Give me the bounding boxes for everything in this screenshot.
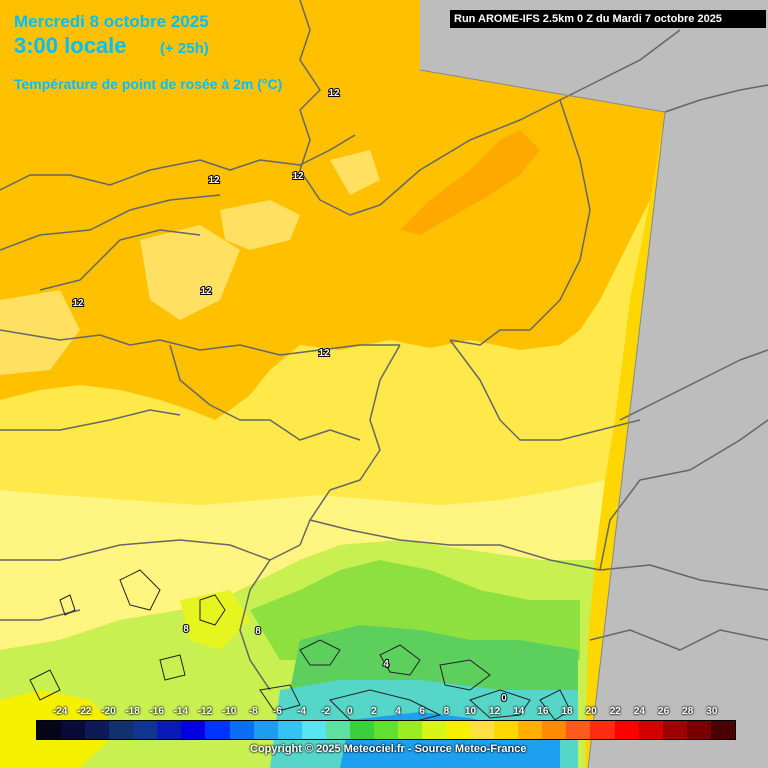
legend-swatch bbox=[253, 721, 278, 739]
legend-tick-label: 2 bbox=[371, 706, 377, 717]
legend-swatch bbox=[181, 721, 206, 739]
contour-label: 12 bbox=[328, 88, 340, 99]
legend-tick-label: -24 bbox=[52, 706, 68, 717]
legend-swatch bbox=[133, 721, 158, 739]
contour-label: 8 bbox=[255, 626, 261, 637]
legend-swatch bbox=[422, 721, 447, 739]
zone-dewpoint-10-12 bbox=[0, 200, 650, 505]
legend-swatch bbox=[614, 721, 639, 739]
legend-tick-label: 0 bbox=[347, 706, 353, 717]
legend-tick-label: 4 bbox=[395, 706, 401, 717]
parameter-title: Température de point de rosée à 2m (°C) bbox=[14, 76, 283, 92]
legend-swatch bbox=[470, 721, 495, 739]
legend-tick-label: 18 bbox=[561, 706, 573, 717]
legend-tick-label: -16 bbox=[149, 706, 164, 717]
legend-tick-label: 22 bbox=[609, 706, 621, 717]
copyright-text: Copyright © 2025 Meteociel.fr - Source M… bbox=[250, 743, 527, 755]
legend-swatch bbox=[301, 721, 326, 739]
legend-tick-label: -4 bbox=[297, 706, 306, 717]
legend-tick-label: -18 bbox=[125, 706, 140, 717]
legend-tick-label: -12 bbox=[197, 706, 213, 717]
legend-tick-label: 6 bbox=[419, 706, 425, 717]
legend-tick-label: -22 bbox=[77, 706, 92, 717]
contour-label: 12 bbox=[208, 175, 220, 186]
legend-swatch bbox=[37, 721, 62, 739]
contour-label: 4 bbox=[383, 659, 389, 670]
legend-swatch bbox=[494, 721, 519, 739]
forecast-time: 3:00 locale bbox=[14, 33, 127, 58]
legend-tick-labels: -24 -22 -20 -18 -16 -14 -12 -10 -8 -6 -4 -2 0 2 4 6 8 10 1… bbox=[36, 706, 736, 720]
legend-swatch bbox=[325, 721, 350, 739]
contour-label: 12 bbox=[200, 286, 212, 297]
contour-label: 0 bbox=[501, 693, 507, 704]
lead-time: (+ 25h) bbox=[160, 40, 209, 57]
run-info-banner: Run AROME-IFS 2.5km 0 Z du Mardi 7 octob… bbox=[450, 10, 766, 28]
legend-tick-label: -14 bbox=[173, 706, 189, 717]
legend-tick-label: -2 bbox=[321, 706, 331, 717]
legend-swatch bbox=[638, 721, 663, 739]
legend-tick-label: 20 bbox=[585, 706, 597, 717]
legend-tick-label: 26 bbox=[658, 706, 670, 717]
legend-tick-label: 8 bbox=[443, 706, 450, 717]
legend-tick-label: -6 bbox=[272, 706, 282, 717]
contour-label: 12 bbox=[72, 298, 84, 309]
legend-swatch bbox=[61, 721, 86, 739]
legend-swatch bbox=[229, 721, 254, 739]
legend-swatch bbox=[710, 721, 735, 739]
contour-label: 12 bbox=[292, 171, 304, 182]
legend-swatch bbox=[662, 721, 687, 739]
legend-tick-label: 12 bbox=[489, 706, 501, 717]
legend-swatch bbox=[373, 721, 398, 739]
legend-tick-label: 10 bbox=[464, 706, 477, 717]
zone-dewpoint-12-14 bbox=[0, 0, 665, 420]
legend-swatch bbox=[518, 721, 543, 739]
legend-swatch bbox=[85, 721, 110, 739]
legend-swatch bbox=[397, 721, 422, 739]
contour-label-layer: 12 12 12 12 12 12 8 8 4 0 bbox=[71, 87, 508, 705]
legend-swatch bbox=[205, 721, 230, 739]
legend-tick-label: -8 bbox=[248, 706, 258, 717]
forecast-date: Mercredi 8 octobre 2025 bbox=[14, 12, 209, 31]
legend-swatch bbox=[566, 721, 591, 739]
color-legend-bar bbox=[36, 720, 736, 740]
contour-label: 8 bbox=[183, 624, 189, 635]
legend-swatch bbox=[349, 721, 374, 739]
legend-swatch bbox=[446, 721, 471, 739]
legend-swatch bbox=[157, 721, 182, 739]
legend-swatch bbox=[686, 721, 711, 739]
legend-tick-label: -10 bbox=[221, 706, 237, 717]
legend-tick-label: 16 bbox=[537, 706, 549, 717]
legend-tick-label: -20 bbox=[101, 706, 116, 717]
zone-dewpoint-14-16 bbox=[400, 130, 540, 235]
legend-swatch bbox=[590, 721, 615, 739]
legend-tick-label: 28 bbox=[682, 706, 694, 717]
legend-tick-label: 24 bbox=[633, 706, 645, 717]
legend-tick-label: 14 bbox=[513, 706, 525, 717]
legend-swatch bbox=[109, 721, 134, 739]
legend-tick-label: 30 bbox=[706, 706, 718, 717]
contour-label: 12 bbox=[318, 348, 330, 359]
legend-swatch bbox=[277, 721, 302, 739]
legend-swatch bbox=[542, 721, 567, 739]
